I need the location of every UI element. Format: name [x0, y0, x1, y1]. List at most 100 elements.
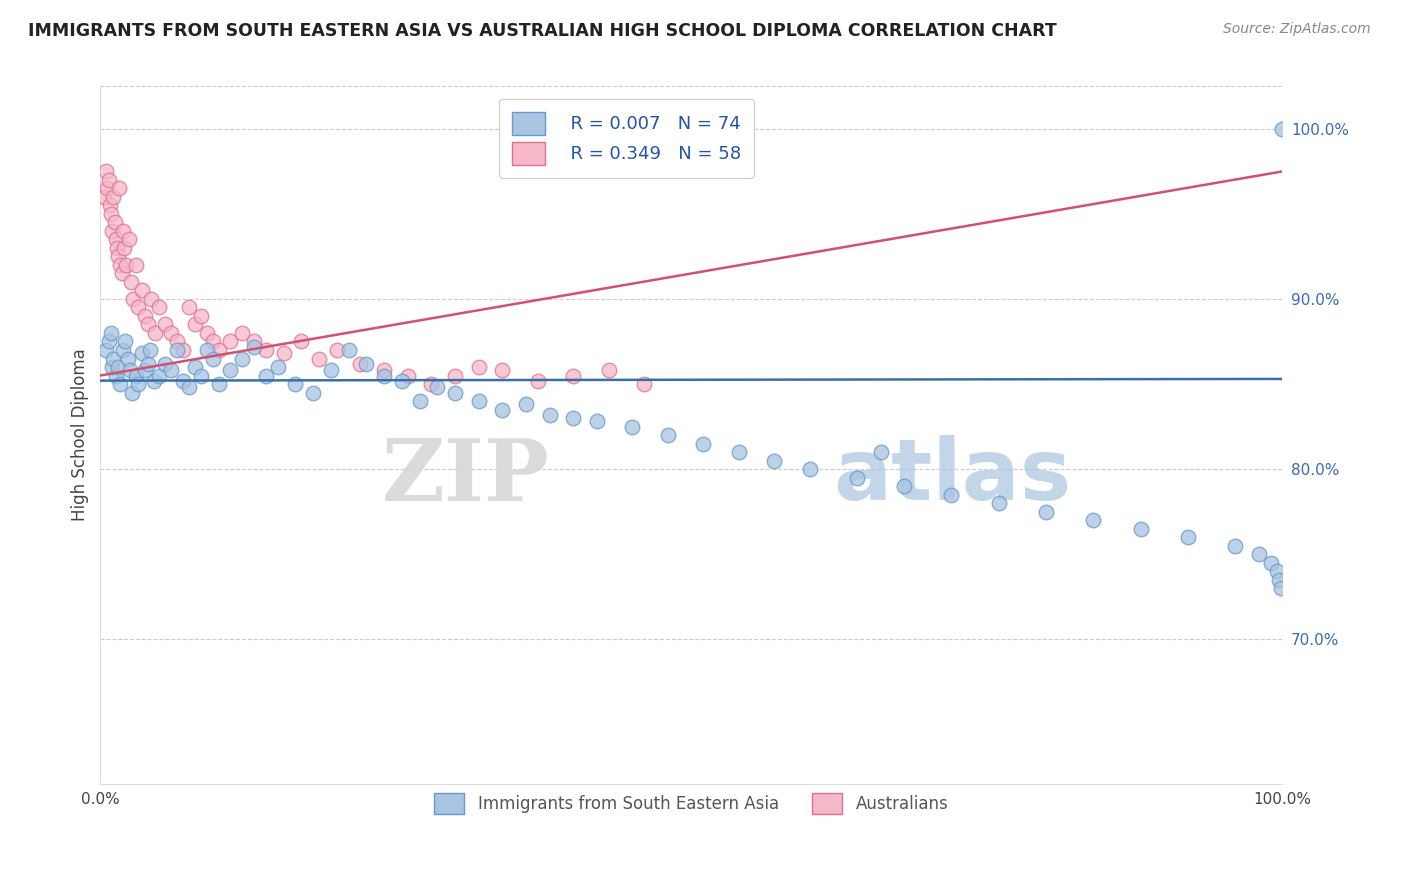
Point	[96, 164, 118, 178]
Point	[349, 357, 371, 371]
Point	[118, 363, 141, 377]
Point	[172, 343, 194, 357]
Point	[115, 258, 138, 272]
Point	[155, 357, 177, 371]
Point	[586, 414, 609, 428]
Point	[420, 377, 443, 392]
Point	[284, 377, 307, 392]
Point	[727, 445, 749, 459]
Point	[195, 326, 218, 340]
Point	[166, 334, 188, 349]
Point	[97, 173, 120, 187]
Y-axis label: High School Diploma: High School Diploma	[72, 349, 89, 522]
Point	[122, 292, 145, 306]
Point	[1225, 539, 1247, 553]
Point	[104, 368, 127, 383]
Point	[111, 224, 134, 238]
Legend: Immigrants from South Eastern Asia, Australians: Immigrants from South Eastern Asia, Aust…	[425, 783, 959, 824]
Point	[444, 368, 467, 383]
Point	[562, 411, 585, 425]
Point	[201, 351, 224, 366]
Point	[869, 445, 891, 459]
Point	[207, 377, 229, 392]
Point	[148, 368, 170, 383]
Text: IMMIGRANTS FROM SOUTH EASTERN ASIA VS AUSTRALIAN HIGH SCHOOL DIPLOMA CORRELATION: IMMIGRANTS FROM SOUTH EASTERN ASIA VS AU…	[28, 22, 1057, 40]
Point	[155, 318, 177, 332]
Point	[426, 380, 449, 394]
Point	[103, 190, 125, 204]
Point	[101, 224, 124, 238]
Point	[491, 402, 513, 417]
Point	[1268, 573, 1291, 587]
Point	[207, 343, 229, 357]
Point	[131, 284, 153, 298]
Point	[120, 275, 142, 289]
Point	[141, 292, 163, 306]
Point	[562, 368, 585, 383]
Point	[96, 343, 118, 357]
Point	[1270, 581, 1292, 595]
Point	[893, 479, 915, 493]
Point	[1177, 530, 1199, 544]
Point	[127, 377, 149, 392]
Point	[93, 190, 115, 204]
Point	[100, 207, 122, 221]
Point	[538, 408, 561, 422]
Point	[125, 258, 148, 272]
Point	[195, 343, 218, 357]
Point	[373, 363, 395, 377]
Point	[160, 363, 183, 377]
Point	[125, 368, 148, 383]
Point	[1265, 564, 1288, 578]
Point	[166, 343, 188, 357]
Point	[111, 267, 134, 281]
Point	[1083, 513, 1105, 527]
Point	[121, 385, 143, 400]
Point	[467, 394, 489, 409]
Point	[110, 377, 132, 392]
Point	[177, 380, 200, 394]
Point	[177, 301, 200, 315]
Point	[114, 334, 136, 349]
Point	[444, 385, 467, 400]
Point	[491, 363, 513, 377]
Point	[1271, 121, 1294, 136]
Point	[142, 374, 165, 388]
Point	[254, 368, 277, 383]
Point	[190, 368, 212, 383]
Point	[515, 397, 537, 411]
Point	[118, 232, 141, 246]
Point	[598, 363, 620, 377]
Point	[110, 258, 132, 272]
Point	[219, 363, 242, 377]
Point	[1129, 522, 1152, 536]
Point	[131, 346, 153, 360]
Point	[101, 359, 124, 374]
Point	[184, 318, 207, 332]
Point	[319, 363, 342, 377]
Point	[302, 385, 325, 400]
Point	[391, 374, 413, 388]
Point	[408, 394, 430, 409]
Point	[373, 368, 395, 383]
Point	[105, 241, 128, 255]
Point	[112, 241, 135, 255]
Point	[96, 181, 118, 195]
Point	[108, 181, 131, 195]
Point	[107, 250, 129, 264]
Point	[139, 343, 162, 357]
Point	[308, 351, 330, 366]
Point	[337, 343, 360, 357]
Text: atlas: atlas	[834, 435, 1071, 518]
Point	[243, 340, 266, 354]
Point	[243, 334, 266, 349]
Point	[692, 436, 714, 450]
Point	[219, 334, 242, 349]
Point	[526, 374, 548, 388]
Point	[134, 309, 156, 323]
Point	[117, 351, 139, 366]
Text: Source: ZipAtlas.com: Source: ZipAtlas.com	[1223, 22, 1371, 37]
Point	[254, 343, 277, 357]
Point	[657, 428, 679, 442]
Point	[111, 343, 134, 357]
